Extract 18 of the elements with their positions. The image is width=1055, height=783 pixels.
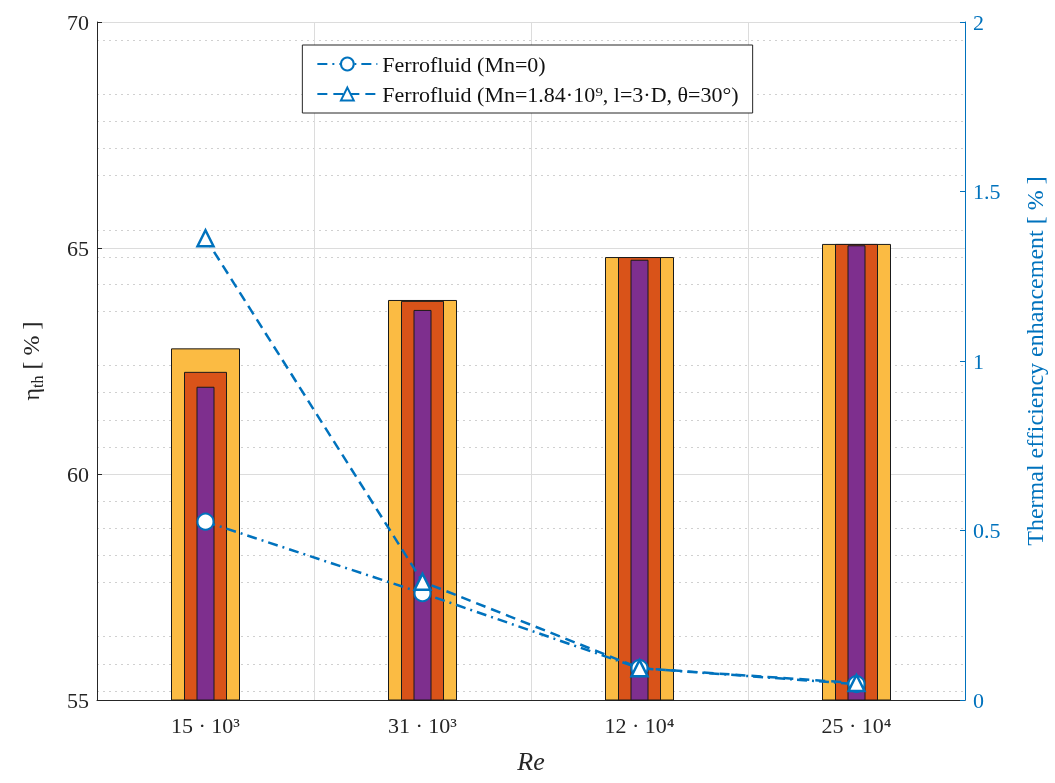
y2-tick-label: 1.5 xyxy=(973,179,1001,204)
legend-label: Ferrofluid (Mn=0) xyxy=(382,51,546,77)
x-tick-label: 31 · 10³ xyxy=(388,712,458,738)
x-tick-label: 25 · 10⁴ xyxy=(821,712,892,738)
y2-tick-label: 0 xyxy=(973,687,984,713)
y-tick-label: 70 xyxy=(67,9,89,35)
x-tick-label: 15 · 10³ xyxy=(171,712,241,738)
y2-tick-label: 1 xyxy=(973,348,984,374)
y-tick-label: 55 xyxy=(67,687,89,713)
y2-axis-title: Thermal efficiency enhancement [ % ] xyxy=(1022,176,1048,546)
y2-tick-label: 0.5 xyxy=(973,518,1001,543)
y-tick-label: 60 xyxy=(67,461,89,487)
y-tick-label: 65 xyxy=(67,235,89,261)
x-tick-label: 12 · 10⁴ xyxy=(604,712,675,738)
legend-label: Ferrofluid (Mn=1.84·10⁹, l=3·D, θ=30°) xyxy=(382,81,739,107)
x-axis-title: Re xyxy=(516,746,545,776)
y-axis-title: ηth [ % ] xyxy=(18,321,46,401)
y2-tick-label: 2 xyxy=(973,9,984,35)
